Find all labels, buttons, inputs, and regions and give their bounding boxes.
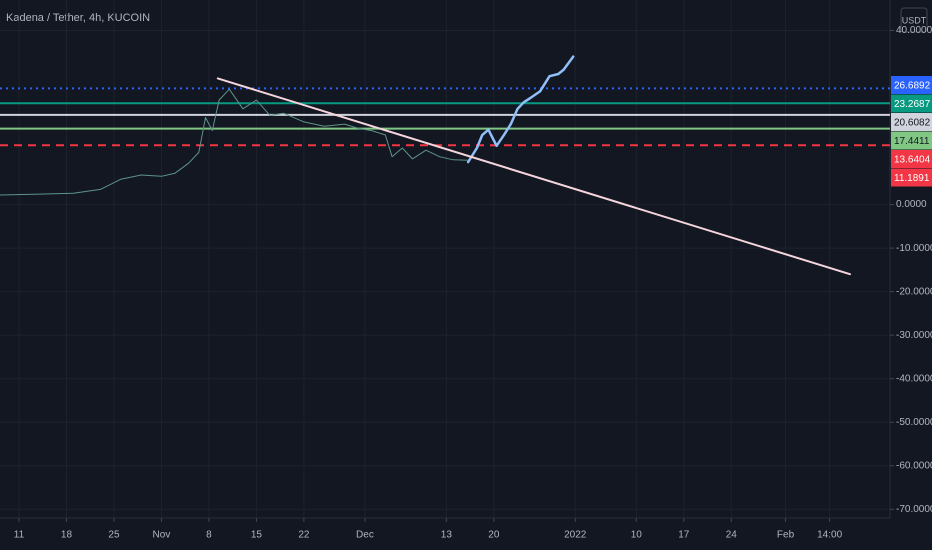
x-tick-label: 2022: [564, 530, 587, 541]
x-tick-label: 24: [726, 530, 738, 541]
series-line: [466, 55, 575, 164]
x-tick-label: Nov: [153, 530, 171, 541]
x-tick-label: Feb: [777, 530, 795, 541]
x-tick-label: 8: [206, 530, 212, 541]
y-tick-label: 40.0000: [896, 25, 932, 36]
price-tag: [891, 131, 932, 150]
y-tick-label: -70.0000: [896, 504, 932, 515]
y-tick-label: -50.0000: [896, 417, 932, 428]
y-tick-label: -10.0000: [896, 243, 932, 254]
x-tick-label: 13: [441, 530, 453, 541]
x-tick-label: 22: [298, 530, 310, 541]
x-tick-label: Dec: [356, 530, 374, 541]
y-tick-label: -20.0000: [896, 286, 932, 297]
currency-label: USDT: [902, 15, 927, 25]
price-tag: [891, 168, 932, 187]
x-tick-label: 17: [678, 530, 690, 541]
series-line: [216, 77, 851, 276]
price-tag: [891, 94, 932, 113]
price-tag: [891, 150, 932, 168]
price-tag-label: 20.6082: [894, 118, 931, 129]
y-tick-label: 0.0000: [896, 199, 927, 210]
price-tag: [891, 113, 932, 131]
price-tag-label: 23.2687: [894, 99, 931, 110]
price-tag-label: 13.6404: [894, 155, 931, 166]
price-tag: [891, 76, 932, 94]
x-tick-label: 20: [488, 530, 500, 541]
y-tick-label: -40.0000: [896, 373, 932, 384]
x-tick-label: 10: [631, 530, 643, 541]
y-tick-label: -60.0000: [896, 460, 932, 471]
x-tick-label: 14:00: [817, 530, 842, 541]
x-tick-label: 11: [14, 530, 25, 541]
currency-box: [900, 7, 928, 33]
x-tick-label: 25: [108, 530, 120, 541]
chart-title: Kadena / Tether, 4h, KUCOIN: [6, 12, 150, 24]
x-tick-label: 15: [251, 530, 263, 541]
price-tag-label: 26.6892: [894, 81, 931, 92]
y-tick-label: -30.0000: [896, 330, 932, 341]
series-line: [0, 88, 469, 196]
price-tag-label: 11.1891: [894, 173, 930, 184]
x-tick-label: 18: [61, 530, 73, 541]
price-tag-label: 17.4411: [894, 136, 930, 147]
